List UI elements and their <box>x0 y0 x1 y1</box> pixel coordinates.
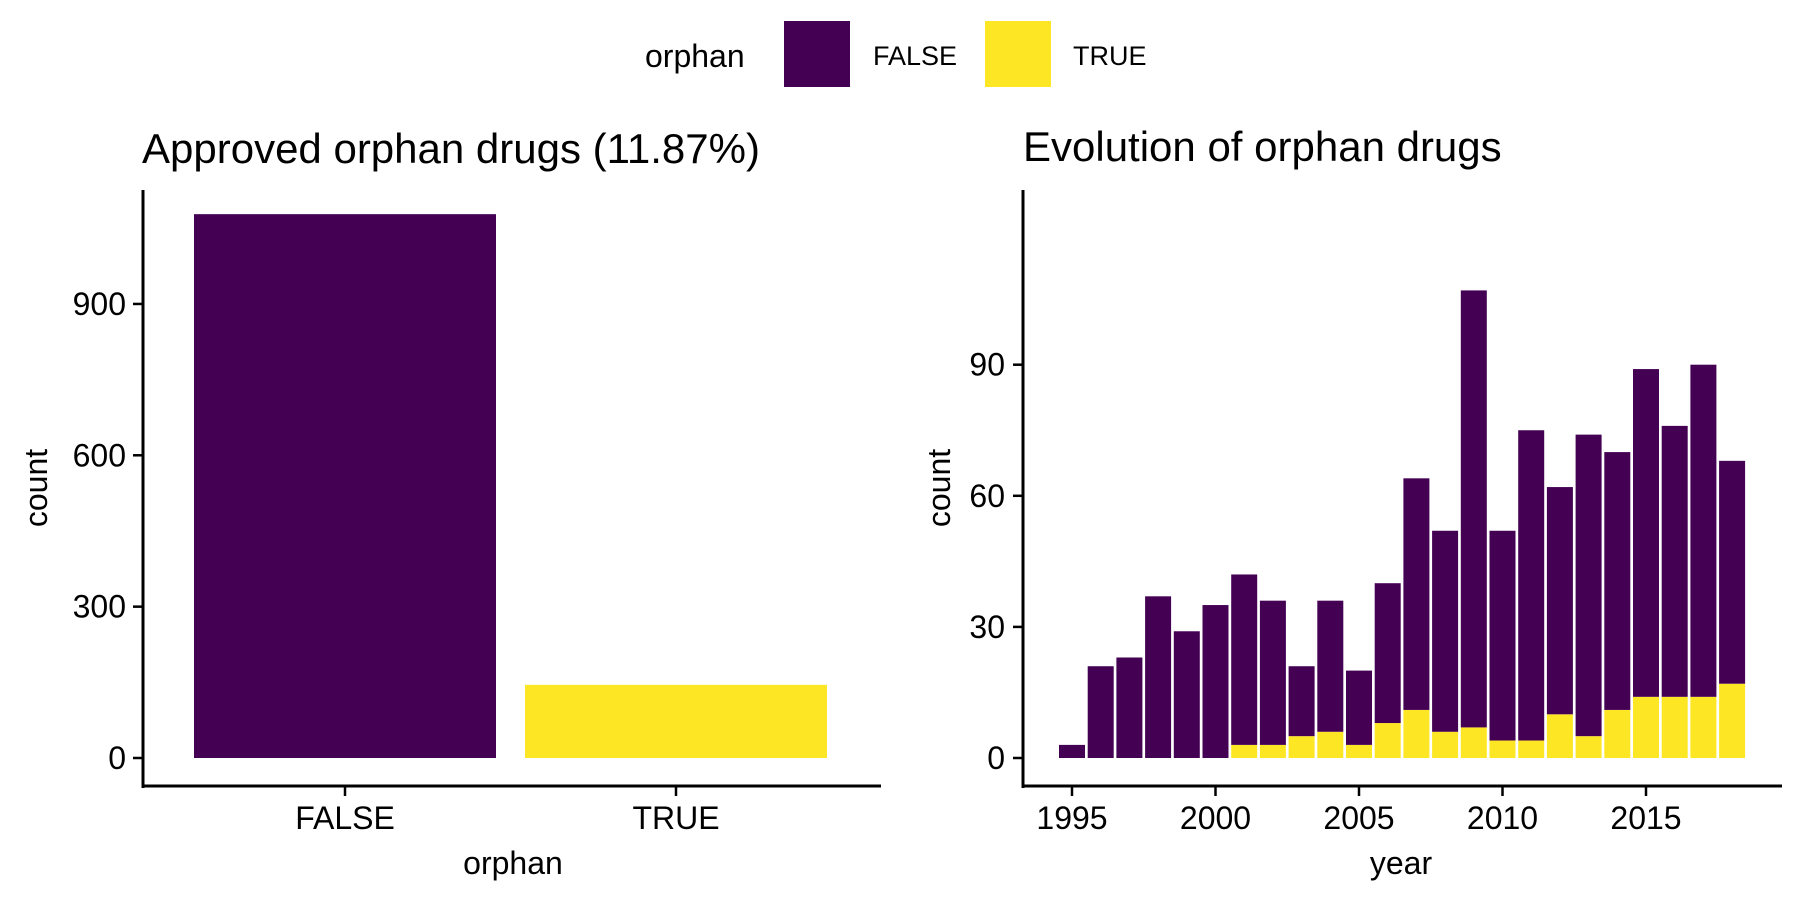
right-bar-true <box>1432 731 1459 758</box>
right-bar-false <box>1518 430 1545 741</box>
legend-key-true <box>985 21 1051 87</box>
right-bar-false <box>1489 530 1516 741</box>
right-x-tick-label: 2010 <box>1467 800 1538 836</box>
left-chart: Approved orphan drugs (11.87%) 0 300 600 90… <box>18 125 881 881</box>
right-bar-true <box>1317 731 1344 758</box>
right-bar-true <box>1518 740 1545 758</box>
left-y-tick-label: 300 <box>73 589 126 625</box>
right-bar-false <box>1317 600 1344 732</box>
right-x-tick-label: 2000 <box>1180 800 1251 836</box>
legend-key-false <box>784 21 850 87</box>
right-bar-false <box>1202 605 1229 758</box>
right-bar-false <box>1116 657 1143 758</box>
right-bar-true <box>1259 744 1286 758</box>
right-chart-title: Evolution of orphan drugs <box>1023 123 1502 170</box>
legend-label-false: FALSE <box>873 41 957 71</box>
right-bar-true <box>1489 740 1516 758</box>
right-bar-false <box>1288 666 1315 737</box>
right-y-axis-title: count <box>921 449 957 527</box>
right-bar-true <box>1661 696 1688 758</box>
right-bar-false <box>1432 530 1459 732</box>
legend-label-true: TRUE <box>1073 41 1147 71</box>
right-bar-true <box>1604 709 1631 758</box>
right-bar-false <box>1661 425 1688 697</box>
right-bar-true <box>1575 736 1602 758</box>
right-y-tick-label: 0 <box>987 740 1005 776</box>
left-chart-title: Approved orphan drugs (11.87%) <box>142 125 760 172</box>
right-bar-true <box>1288 736 1315 758</box>
right-x-tick-label: 2005 <box>1323 800 1394 836</box>
right-bar-false <box>1633 369 1659 697</box>
right-x-tick-label: 2015 <box>1610 800 1681 836</box>
right-bar-true <box>1403 709 1430 758</box>
right-chart: Evolution of orphan drugs 0 30 60 90 1995 20… <box>921 123 1782 881</box>
right-bar-false <box>1173 631 1200 758</box>
right-bar-false <box>1259 600 1286 745</box>
right-bar-false <box>1059 744 1085 758</box>
right-x-tick-label: 1995 <box>1036 800 1107 836</box>
right-bar-true <box>1633 696 1659 758</box>
right-bar-true <box>1374 723 1401 758</box>
right-x-axis-title: year <box>1370 845 1433 881</box>
legend: orphan FALSE TRUE <box>645 21 1147 87</box>
right-bar-false <box>1690 364 1717 697</box>
right-bar-false <box>1374 583 1401 724</box>
right-bar-false <box>1346 670 1372 745</box>
right-bar-true <box>1690 696 1717 758</box>
right-bar-false <box>1575 434 1602 737</box>
left-y-tick-label: 600 <box>73 437 126 473</box>
left-bar-false <box>194 214 496 759</box>
right-bar-false <box>1546 487 1573 715</box>
right-bar-false <box>1460 290 1487 728</box>
left-y-tick-label: 0 <box>108 740 126 776</box>
left-y-axis-title: count <box>18 449 54 527</box>
right-bar-true <box>1719 683 1746 758</box>
right-bar-false <box>1719 460 1746 684</box>
right-y-tick-label: 30 <box>969 609 1005 645</box>
right-bar-true <box>1460 727 1487 758</box>
right-bar-true <box>1231 744 1258 758</box>
right-bar-false <box>1145 596 1172 758</box>
right-bar-false <box>1231 574 1258 745</box>
left-bar-true <box>525 684 827 758</box>
right-y-tick-label: 60 <box>969 478 1005 514</box>
left-y-tick-label: 900 <box>73 286 126 322</box>
right-bar-false <box>1403 478 1430 710</box>
left-x-tick-label: TRUE <box>632 800 719 836</box>
right-bar-true <box>1346 744 1372 758</box>
left-x-axis-title: orphan <box>463 845 563 881</box>
right-bar-true <box>1546 714 1573 758</box>
right-bar-false <box>1087 666 1114 758</box>
right-bar-false <box>1604 452 1631 710</box>
right-y-tick-label: 90 <box>969 347 1005 383</box>
legend-title: orphan <box>645 38 745 74</box>
left-x-tick-label: FALSE <box>295 800 395 836</box>
